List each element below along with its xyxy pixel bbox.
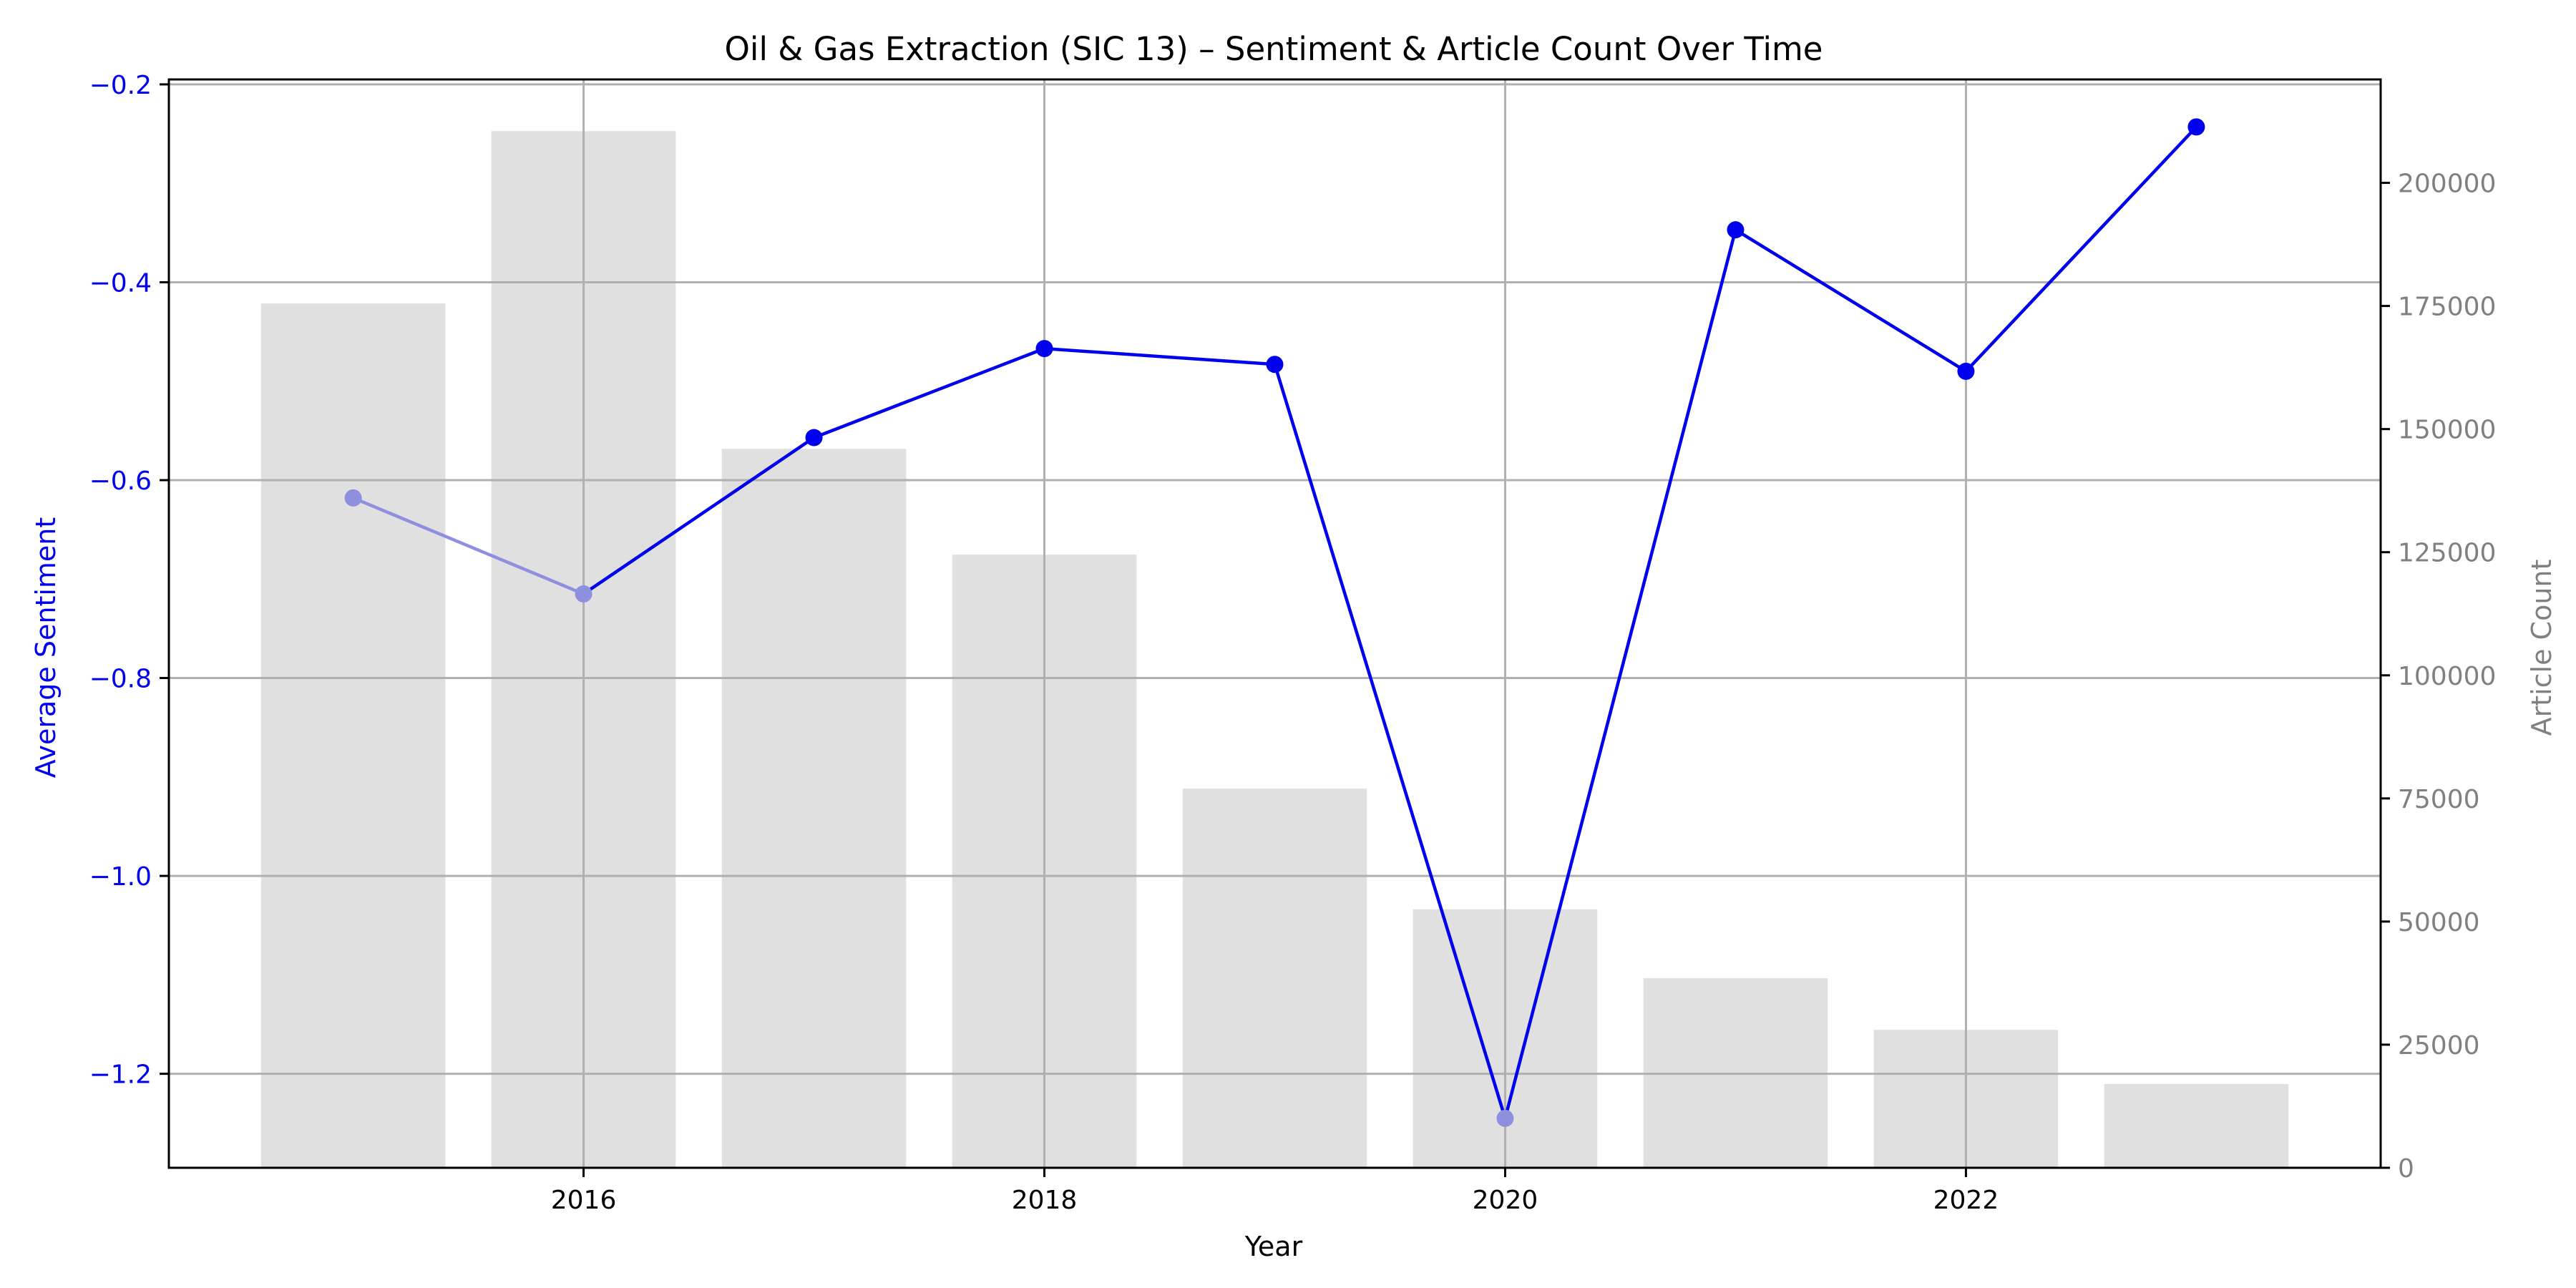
plot-frame	[167, 78, 2382, 1169]
y-right-tick-label-5: 125000	[2398, 539, 2496, 568]
y-right-tick-label-0: 0	[2398, 1154, 2414, 1184]
bars-layer	[260, 131, 2289, 1169]
line-segment-2022-2023	[1964, 125, 2198, 374]
point-2016	[575, 585, 592, 603]
line-segment-2020-2021	[1503, 228, 1737, 1121]
point-2022	[1957, 362, 1975, 380]
point-2019	[1266, 356, 1284, 374]
bar-2015	[260, 303, 446, 1168]
point-2015	[344, 489, 362, 507]
y-right-tick-label-1: 25000	[2398, 1031, 2480, 1060]
y-right-tick-label-2: 50000	[2398, 908, 2480, 937]
y-axis-left-label: Average Sentiment	[30, 517, 62, 779]
y-left-tick-label-3: −0.6	[89, 467, 152, 496]
y-left-tick-label-5: −0.2	[89, 71, 152, 100]
bar-2023	[2104, 1084, 2289, 1168]
point-2017	[805, 429, 823, 447]
line-segment-2017-2018	[812, 346, 1046, 439]
y-right-tick-label-8: 200000	[2398, 170, 2496, 199]
bar-2017	[721, 449, 907, 1168]
y-left-tick-label-0: −1.2	[89, 1060, 152, 1090]
line-segment-2018-2019	[1043, 346, 1277, 366]
line-layer	[344, 118, 2205, 1127]
point-2018	[1035, 340, 1053, 358]
line-segment-2021-2022	[1734, 228, 1968, 374]
y-axis-right-label: Article Count	[2526, 560, 2557, 736]
y-left-tick-label-4: −0.4	[89, 268, 152, 298]
y-right-tick-label-3: 75000	[2398, 785, 2480, 814]
point-2020	[1496, 1109, 1514, 1127]
axes-layer: 2016 2018 2020 2022 −1.2 −1.0 −0.8 −0.6 −0.4 −0.2…	[89, 71, 2497, 1215]
point-2021	[1727, 221, 1745, 239]
grid-layer	[169, 79, 2381, 1168]
y-left-tick-label-2: −0.8	[89, 665, 152, 694]
x-tick-label-2018: 2018	[1012, 1186, 1078, 1215]
point-2023	[2187, 118, 2205, 136]
y-right-tick-label-6: 150000	[2398, 416, 2496, 445]
chart-title: Oil & Gas Extraction (SIC 13) – Sentimen…	[725, 30, 1823, 68]
x-tick-label-2022: 2022	[1933, 1186, 1999, 1215]
line-segment-2016-2017	[582, 436, 816, 596]
x-axis-label: Year	[1244, 1231, 1303, 1262]
x-tick-label-2020: 2020	[1473, 1186, 1538, 1215]
line-segment-2019-2020	[1273, 362, 1507, 1121]
line-segment-2015-2016	[351, 496, 585, 596]
y-right-tick-label-7: 175000	[2398, 293, 2496, 322]
x-tick-label-2016: 2016	[551, 1186, 617, 1215]
y-right-tick-label-4: 100000	[2398, 662, 2496, 691]
bar-2019	[1182, 789, 1367, 1168]
y-left-tick-label-1: −1.0	[89, 862, 152, 892]
